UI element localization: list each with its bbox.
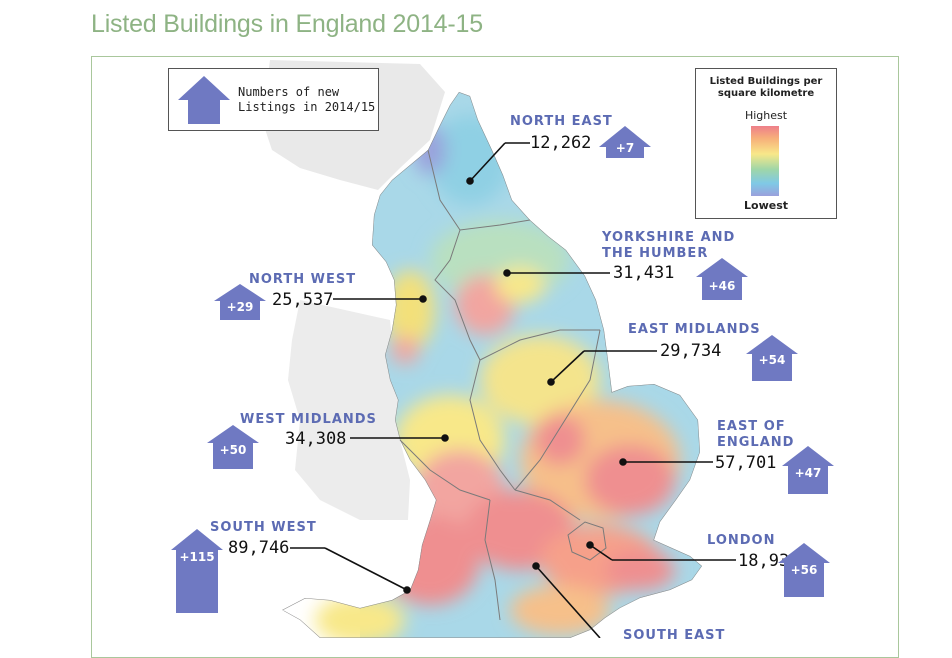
boundary-sw-se (484, 499, 501, 621)
boundary-yh-em (479, 329, 600, 361)
new-listings-north-east: +7 (615, 141, 635, 155)
region-value-south-west: 89,746 (228, 538, 290, 558)
region-value-east-midlands: 29,734 (660, 341, 722, 361)
arrow-east-of-england: +47 (780, 445, 836, 495)
new-listings-east-of-england: +47 (794, 466, 822, 480)
new-listings-south-west: +115 (179, 550, 215, 564)
legend-high-label: Highest (744, 109, 788, 122)
england-outline (282, 92, 702, 638)
new-listings-west-midlands: +50 (219, 443, 247, 457)
new-listings-north-west: +29 (226, 300, 254, 314)
boundary-em-wm (469, 359, 516, 491)
boundary-em-ee (514, 329, 601, 491)
region-name-east-midlands: EAST MIDLANDS (628, 322, 761, 337)
new-listings-key-text: Numbers of new Listings in 2014/15 (238, 85, 376, 114)
region-name-east-of-england: EAST OF ENGLAND (717, 419, 795, 450)
arrow-west-midlands: +50 (205, 424, 261, 470)
new-listings-key (168, 68, 379, 131)
house-arrow-icon (178, 76, 230, 124)
region-name-north-west: NORTH WEST (249, 272, 357, 287)
arrow-east-midlands: +54 (744, 334, 800, 382)
region-name-north-east: NORTH EAST (510, 114, 613, 129)
legend-color-bar (751, 126, 779, 196)
arrow-yorkshire: +46 (694, 257, 750, 301)
region-name-south-west: SOUTH WEST (210, 520, 317, 535)
boundary-london (567, 521, 607, 561)
arrow-south-west: +115 (170, 528, 224, 614)
boundary-nw-yh (434, 229, 481, 361)
region-value-yorkshire: 31,431 (613, 263, 675, 283)
arrow-north-east: +7 (598, 125, 652, 159)
density-legend: Listed Buildings per square kilometre Hi… (695, 68, 837, 219)
boundary-se-ee (514, 489, 581, 521)
region-value-east-of-england: 57,701 (715, 453, 777, 473)
region-name-london: LONDON (707, 533, 776, 548)
region-value-west-midlands: 34,308 (285, 429, 347, 449)
wales-land (288, 300, 410, 520)
region-name-south-east: SOUTH EAST (623, 628, 726, 643)
page-title: Listed Buildings in England 2014-15 (91, 10, 483, 38)
new-listings-yorkshire: +46 (708, 279, 736, 293)
region-name-west-midlands: WEST MIDLANDS (240, 412, 377, 427)
region-value-north-east: 12,262 (530, 133, 592, 153)
arrow-london: +56 (776, 542, 832, 598)
legend-title: Listed Buildings per square kilometre (709, 76, 823, 99)
new-listings-london: +56 (790, 563, 818, 577)
new-listings-east-midlands: +54 (758, 353, 786, 367)
region-value-north-west: 25,537 (272, 290, 334, 310)
england-heat-map (262, 60, 736, 638)
legend-low-label: Lowest (744, 199, 788, 212)
arrow-north-west: +29 (212, 283, 268, 321)
region-name-yorkshire: YORKSHIRE AND THE HUMBER (602, 230, 736, 261)
boundary-wm-sw (399, 439, 491, 501)
